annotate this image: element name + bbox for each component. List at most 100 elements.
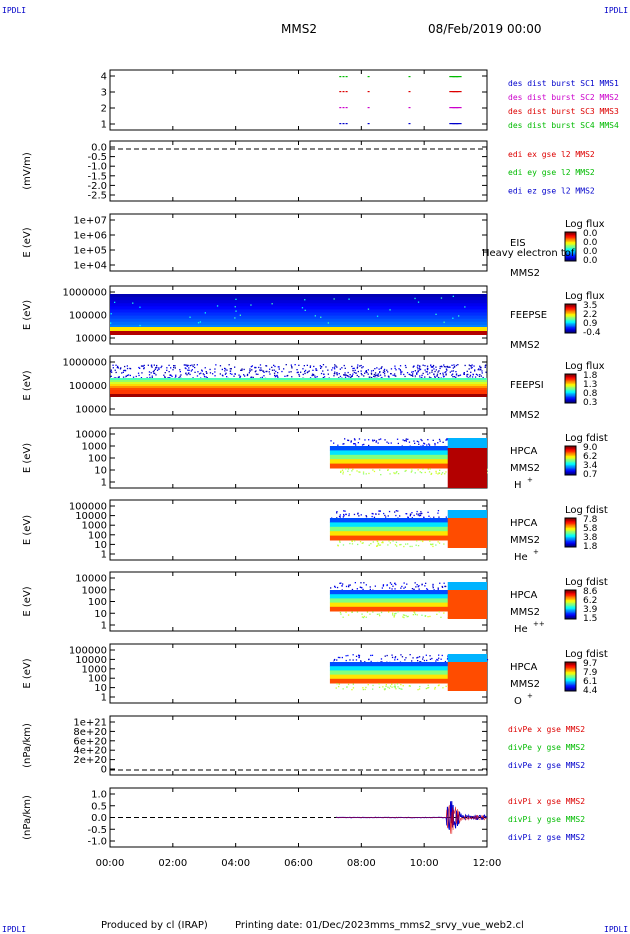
spectrogram-speck — [397, 442, 399, 445]
spectrogram-speck — [354, 439, 356, 441]
spectrogram-speck — [446, 658, 449, 660]
spectrogram-speck — [334, 364, 336, 366]
colorbar-step — [565, 319, 576, 322]
spectrogram-speck — [393, 615, 395, 617]
spectrogram-speck — [424, 471, 426, 474]
spectrogram-speck — [403, 373, 405, 376]
spectrogram-speck — [404, 586, 406, 588]
spectrogram-speck — [413, 440, 415, 442]
spectrogram-speck — [377, 543, 379, 545]
colorbar-step — [565, 535, 576, 538]
y-tick-label: -2.5 — [87, 191, 107, 202]
colorbar-step — [565, 454, 576, 457]
burst-mark — [339, 76, 342, 78]
spectrogram-speck — [430, 472, 433, 475]
spectrogram-speck — [372, 611, 374, 613]
spacecraft-label: MMS2 — [510, 463, 540, 474]
spectrogram-speck — [376, 367, 378, 369]
spectrogram-speck — [399, 365, 402, 367]
y-tick-label: 0.5 — [91, 801, 107, 812]
spectrogram-speck — [407, 438, 409, 440]
spectrogram-speck — [401, 656, 404, 658]
y-axis-label: E (eV) — [22, 658, 33, 688]
spectrogram-speck — [400, 587, 402, 589]
spectrogram-speck — [141, 365, 144, 367]
spectrogram-speck — [337, 545, 339, 547]
spectrogram-speck — [143, 367, 145, 369]
spectrogram-speck — [363, 582, 365, 584]
colorbar-step — [565, 450, 576, 453]
spectrogram-speck — [201, 370, 203, 372]
spectrogram-speck — [314, 315, 316, 317]
colorbar-step — [565, 374, 576, 376]
colorbar-step — [565, 664, 576, 667]
spectrogram-speck — [451, 374, 453, 376]
spectrogram-speck — [391, 683, 393, 685]
legend-entry: divPi z gse MMS2 — [508, 833, 585, 842]
spectrogram-speck — [410, 513, 412, 515]
colorbar-step — [565, 464, 576, 467]
spectrogram-speck — [439, 365, 441, 368]
spectrogram-speck — [434, 442, 436, 445]
spectrogram-speck — [316, 376, 318, 378]
spectrogram-speck — [475, 373, 478, 375]
spectrogram-speck — [354, 369, 356, 371]
spectrogram-speck — [340, 582, 342, 584]
spectrogram-speck — [167, 377, 169, 379]
spectrogram-speck — [266, 370, 268, 373]
spectrogram-speck — [400, 654, 402, 656]
y-tick-label: 3 — [101, 88, 107, 99]
spectrogram-speck — [447, 657, 449, 659]
spectrogram-speck — [290, 371, 292, 373]
x-tick-label: 12:00 — [473, 858, 502, 869]
x-tick-label: 00:00 — [96, 858, 125, 869]
spectrogram-speck — [394, 511, 396, 513]
spectrogram-speck — [427, 439, 429, 441]
spectrogram-speck — [205, 376, 207, 378]
spectrogram-speck — [446, 369, 448, 371]
spectrogram-speck — [372, 513, 374, 515]
spectrogram-speck — [309, 377, 312, 379]
spectrogram-speck — [452, 373, 454, 375]
colorbar-step — [565, 676, 576, 679]
spectrogram-speck — [437, 659, 439, 661]
spectrogram-band — [110, 380, 487, 383]
spectrogram-speck — [339, 582, 341, 584]
y-tick-label: 1 — [101, 550, 107, 561]
spectrogram-speck — [455, 374, 458, 376]
spectrogram-speck — [448, 366, 450, 368]
spectrogram-speck — [430, 473, 432, 475]
colorbar-step — [565, 308, 576, 311]
spectrogram-speck — [371, 654, 374, 656]
colorbar-step — [565, 519, 576, 522]
spectrogram-speck — [394, 686, 396, 689]
spectrogram-speck — [194, 371, 196, 373]
spectrogram-speck — [281, 370, 283, 373]
spectrogram-speck — [427, 616, 429, 618]
spectrogram-speck — [382, 584, 385, 586]
colorbar-label: 4.4 — [583, 686, 598, 696]
spectrogram-speck — [354, 443, 356, 445]
spectrogram-speck — [139, 367, 141, 369]
spectrogram-speck — [399, 369, 401, 371]
spectrogram-speck — [199, 321, 201, 323]
spectrogram-speck — [437, 512, 439, 514]
spectrogram-speck — [407, 543, 409, 545]
spectrogram-speck — [394, 656, 397, 658]
spectrogram-speck — [417, 368, 419, 370]
spectrogram-speck — [403, 616, 405, 619]
spectrogram-speck — [387, 544, 389, 546]
colorbar-label: 3.8 — [583, 533, 598, 543]
spectrogram-speck — [348, 514, 350, 517]
colorbar-step — [565, 460, 576, 463]
spectrogram-speck — [388, 510, 391, 513]
spectrogram-speck — [379, 510, 381, 512]
spectrogram-speck — [143, 364, 145, 367]
spectrogram-speck — [402, 439, 404, 441]
colorbar-step — [565, 384, 576, 387]
spectrogram-speck — [389, 473, 391, 475]
burst-mark — [367, 123, 370, 125]
colorbar-frame — [564, 373, 577, 404]
spectrogram-band — [110, 394, 487, 397]
spectrogram-speck — [420, 513, 422, 515]
